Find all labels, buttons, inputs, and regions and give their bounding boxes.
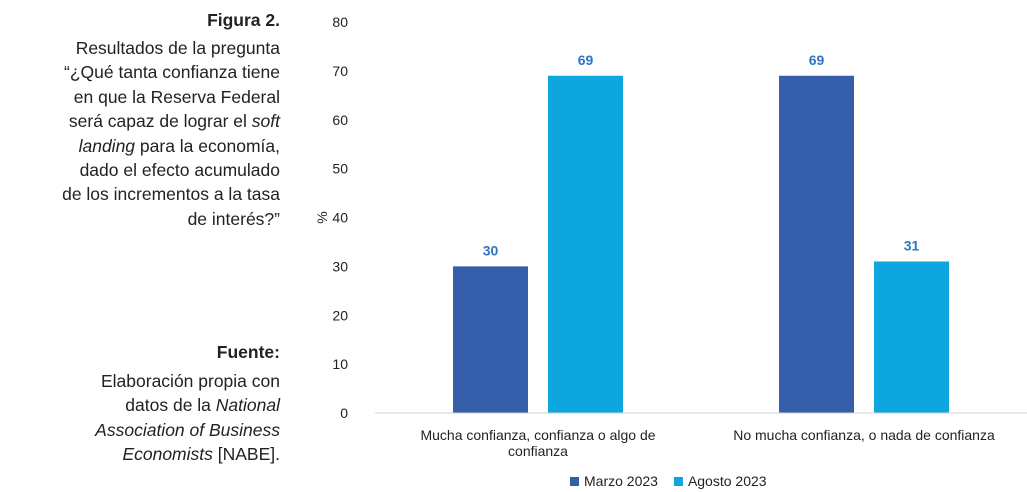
- y-tick-label: 60: [332, 112, 348, 128]
- bar: [453, 266, 528, 413]
- y-tick-label: 0: [340, 405, 348, 421]
- data-label: 69: [578, 52, 594, 68]
- figure-label: Figura 2.: [207, 10, 280, 30]
- figure-caption-line: en que la Reserva Federal: [73, 86, 280, 107]
- figure-caption-line: dado el efecto acumulado: [79, 160, 280, 181]
- y-tick-label: 30: [332, 258, 348, 274]
- legend-label: Marzo 2023: [584, 473, 658, 489]
- bar: [779, 75, 854, 413]
- legend-swatch: [673, 477, 683, 486]
- bar: [548, 75, 623, 413]
- y-tick-label: 70: [332, 63, 348, 79]
- bars: [453, 75, 949, 413]
- y-axis-label: %: [314, 211, 330, 223]
- figure-caption-line: landing para la economía,: [78, 135, 280, 156]
- bar: [874, 261, 949, 413]
- figure-caption-line: de interés?”: [187, 208, 280, 229]
- source-label: Fuente:: [216, 342, 280, 362]
- y-tick-label: 80: [332, 14, 348, 30]
- source-line: datos de la National: [125, 395, 280, 416]
- legend-swatch: [570, 477, 579, 486]
- category-labels: Mucha confianza, confianza o algo deconf…: [420, 427, 994, 459]
- figure-caption-line: será capaz de lograr el soft: [68, 111, 280, 132]
- y-tick-label: 10: [332, 356, 348, 372]
- data-label: 69: [809, 52, 825, 68]
- y-tick-label: 50: [332, 161, 348, 177]
- y-tick-label: 40: [332, 210, 348, 226]
- category-label: No mucha confianza, o nada de confianza: [733, 427, 995, 443]
- category-label: Mucha confianza, confianza o algo de: [420, 427, 655, 443]
- data-label: 31: [904, 237, 920, 253]
- data-labels: 30 69 69 31: [483, 52, 920, 259]
- source-line: Elaboración propia con: [100, 371, 280, 391]
- source-line: Association of Business: [95, 419, 280, 440]
- figure-caption-line: Resultados de la pregunta: [75, 38, 280, 58]
- legend-label: Agosto 2023: [688, 473, 767, 489]
- data-label: 30: [483, 242, 499, 258]
- figure-caption-line: de los incrementos a la tasa: [62, 184, 280, 205]
- source-text: Elaboración propia con datos de la Nation…: [0, 369, 280, 467]
- source-line: Economists [NABE].: [122, 444, 280, 465]
- figure-caption: Resultados de la pregunta “¿Qué tanta con…: [0, 36, 280, 231]
- legend: Marzo 2023 Agosto 2023: [570, 473, 767, 489]
- figure-caption-line: “¿Qué tanta confianza tiene: [64, 62, 280, 83]
- bar-chart: 0 10 20 30 40 50 60 70 80 % 30 69 69 31 Mucha confi…: [314, 14, 1027, 489]
- y-axis-ticks: 0 10 20 30 40 50 60 70 80: [332, 14, 348, 421]
- category-label: confianza: [508, 443, 568, 459]
- y-tick-label: 20: [332, 307, 348, 323]
